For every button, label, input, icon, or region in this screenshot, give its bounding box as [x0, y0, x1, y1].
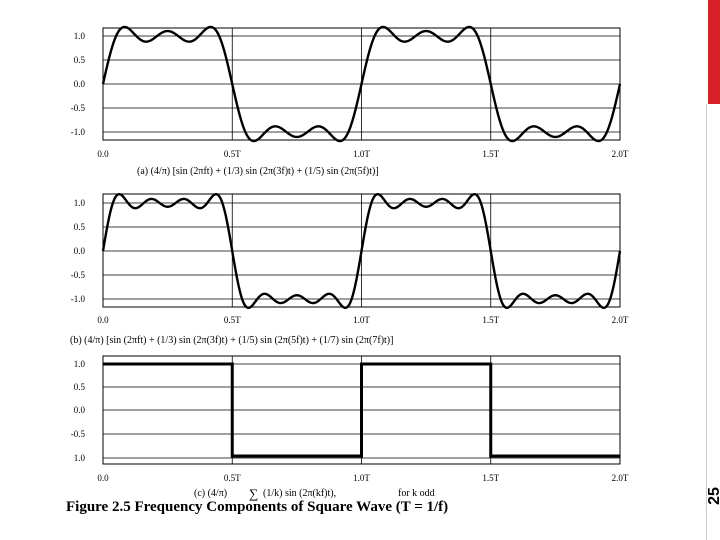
panel-caption: (b) (4/π) [sin (2πft) + (1/3) sin (2π(3f… [70, 335, 393, 346]
y-tick-label: 0.0 [74, 246, 86, 256]
x-tick-label: 0.5T [224, 473, 241, 483]
x-tick-label: 0.0 [97, 473, 109, 483]
y-tick-label: 1.0 [74, 198, 86, 208]
y-tick-label: 0.0 [74, 405, 86, 415]
y-tick-label: -0.5 [71, 103, 86, 113]
y-tick-label: -1.0 [71, 127, 86, 137]
sum-symbol: ∑ [249, 486, 258, 501]
x-tick-label: 1.5T [482, 473, 499, 483]
x-tick-label: 1.5T [482, 315, 499, 325]
x-tick-label: 0.5T [224, 315, 241, 325]
y-tick-label: 1.0 [74, 453, 86, 463]
panel-caption: for k odd [398, 488, 435, 499]
x-tick-label: 1.0T [353, 149, 370, 159]
y-tick-label: 0.0 [74, 79, 86, 89]
x-tick-label: 2.0T [612, 315, 629, 325]
side-rule [706, 104, 707, 540]
series-line [101, 192, 622, 310]
x-tick-label: 0.0 [97, 315, 109, 325]
y-tick-label: 0.5 [74, 382, 86, 392]
y-tick-label: -0.5 [71, 429, 86, 439]
figure-title: Figure 2.5 Frequency Components of Squar… [66, 499, 449, 515]
panel-caption: (a) (4/π) [sin (2πft) + (1/3) sin (2π(3f… [137, 166, 379, 177]
accent-bar [708, 0, 720, 104]
x-tick-label: 1.0T [353, 315, 370, 325]
series-line [103, 362, 620, 458]
y-tick-label: 1.0 [74, 31, 86, 41]
x-tick-label: 1.5T [482, 149, 499, 159]
y-tick-label: 1.0 [74, 359, 86, 369]
panel-caption: (1/k) sin (2π(kf)t), [263, 488, 336, 499]
x-tick-label: 2.0T [612, 149, 629, 159]
y-tick-label: 0.5 [74, 55, 86, 65]
y-tick-label: -1.0 [71, 294, 86, 304]
y-tick-label: -0.5 [71, 270, 86, 280]
x-tick-label: 0.5T [224, 149, 241, 159]
series-line [101, 25, 622, 143]
panel-caption: (c) (4/π) [194, 488, 227, 499]
y-tick-label: 0.5 [74, 222, 86, 232]
x-tick-label: 1.0T [353, 473, 370, 483]
x-tick-label: 2.0T [612, 473, 629, 483]
x-tick-label: 0.0 [97, 149, 109, 159]
